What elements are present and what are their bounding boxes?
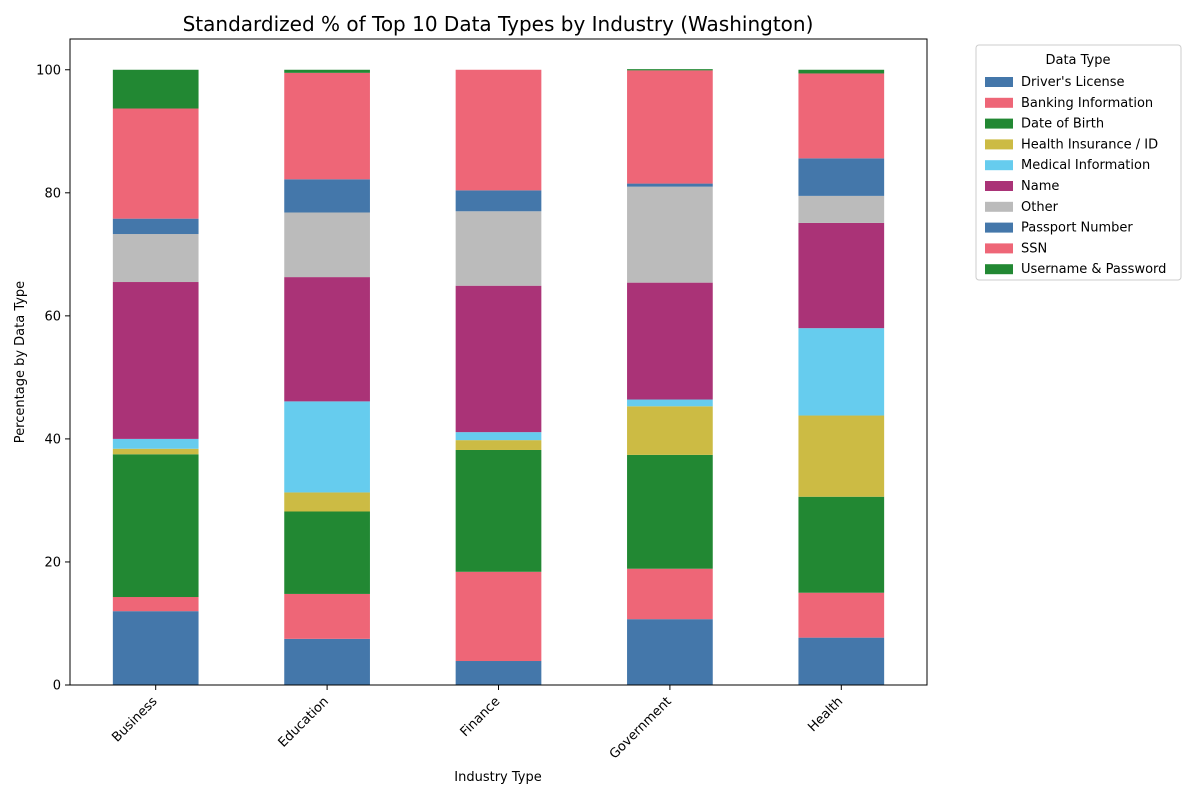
bar-segment-health-3 bbox=[798, 415, 885, 497]
legend: Data Type Driver's License Banking Inform… bbox=[975, 44, 1182, 281]
bar-segment-government-3 bbox=[627, 406, 713, 455]
bar-segment-education-1 bbox=[284, 593, 370, 639]
bar-segment-business-4 bbox=[112, 438, 199, 449]
bar-segment-government-6 bbox=[627, 186, 713, 283]
legend-swatch bbox=[985, 160, 1013, 171]
legend-swatch bbox=[985, 139, 1013, 150]
bar-segment-education-0 bbox=[284, 638, 370, 685]
bar-segment-health-1 bbox=[798, 592, 885, 638]
bar-segment-government-4 bbox=[627, 399, 713, 407]
bar-segment-education-6 bbox=[284, 212, 370, 278]
bar-segment-finance-2 bbox=[455, 449, 542, 572]
bar-segment-finance-6 bbox=[455, 211, 542, 286]
y-axis-label: Percentage by Data Type bbox=[13, 281, 28, 443]
x-tick-label: Business bbox=[109, 694, 160, 745]
y-tick-label: 40 bbox=[44, 432, 61, 447]
legend-label: Driver's License bbox=[1021, 75, 1125, 90]
bar-segment-health-2 bbox=[798, 496, 885, 593]
legend-title: Data Type bbox=[1045, 53, 1110, 68]
y-tick-label: 80 bbox=[44, 186, 61, 201]
legend-frame bbox=[975, 44, 1182, 281]
bar-segment-education-8 bbox=[284, 72, 370, 180]
legend-label: Date of Birth bbox=[1021, 117, 1104, 132]
bar-segment-business-2 bbox=[112, 454, 199, 598]
bar-segment-finance-0 bbox=[455, 661, 542, 685]
y-tick-label: 0 bbox=[53, 679, 61, 694]
bar-segment-government-0 bbox=[627, 619, 713, 685]
bar-segment-business-0 bbox=[112, 611, 199, 685]
x-axis-label: Industry Type bbox=[454, 770, 541, 785]
legend-label: Other bbox=[1021, 200, 1059, 215]
chart-title: Standardized % of Top 10 Data Types by I… bbox=[183, 12, 814, 36]
legend-label: Passport Number bbox=[1021, 221, 1133, 236]
bar-segment-finance-4 bbox=[455, 432, 542, 441]
legend-label: Banking Information bbox=[1021, 96, 1153, 111]
legend-swatch bbox=[985, 201, 1013, 212]
bar-segment-health-9 bbox=[798, 69, 885, 74]
y-axis: 0 20 40 60 80 100 bbox=[36, 63, 70, 694]
bar-segment-finance-8 bbox=[455, 69, 542, 191]
bar-segment-health-6 bbox=[798, 195, 885, 223]
legend-items: Driver's License Banking Information Date … bbox=[985, 75, 1166, 277]
legend-swatch bbox=[985, 77, 1013, 87]
legend-label: Health Insurance / ID bbox=[1021, 137, 1158, 152]
bar-segment-finance-1 bbox=[455, 571, 542, 662]
y-tick-label: 20 bbox=[44, 555, 61, 570]
bar-segment-education-5 bbox=[284, 277, 370, 402]
bar-segment-business-9 bbox=[112, 69, 199, 109]
x-tick-label: Government bbox=[607, 694, 675, 762]
y-tick-label: 60 bbox=[44, 309, 61, 324]
bar-segment-government-5 bbox=[627, 282, 713, 400]
x-axis: Business Education Finance Government Health bbox=[109, 685, 846, 762]
bar-segment-health-4 bbox=[798, 328, 885, 416]
bar-segment-finance-7 bbox=[455, 190, 542, 212]
legend-swatch bbox=[985, 243, 1013, 254]
bar-segment-government-2 bbox=[627, 454, 713, 569]
bar-segment-health-5 bbox=[798, 222, 885, 329]
x-tick-label: Finance bbox=[458, 694, 504, 740]
legend-label: Medical Information bbox=[1021, 158, 1150, 173]
legend-swatch bbox=[985, 222, 1013, 233]
bar-segment-health-7 bbox=[798, 158, 885, 196]
bar-segment-government-9 bbox=[627, 69, 713, 71]
bar-segment-business-6 bbox=[112, 234, 199, 283]
bar-segment-business-5 bbox=[112, 282, 199, 439]
bar-segment-education-4 bbox=[284, 401, 370, 493]
bar-segment-education-2 bbox=[284, 511, 370, 594]
bar-segment-health-8 bbox=[798, 73, 885, 159]
bar-segment-education-7 bbox=[284, 179, 370, 213]
legend-swatch bbox=[985, 181, 1013, 191]
bar-segment-education-9 bbox=[284, 69, 370, 73]
bar-segment-business-1 bbox=[112, 597, 199, 612]
bar-segment-business-3 bbox=[112, 448, 199, 455]
legend-swatch bbox=[985, 97, 1013, 108]
legend-label: Name bbox=[1021, 179, 1059, 194]
bar-segment-health-0 bbox=[798, 637, 885, 685]
bar-segment-government-7 bbox=[627, 183, 713, 187]
bars-layer bbox=[112, 69, 885, 685]
legend-swatch bbox=[985, 118, 1013, 129]
bar-segment-government-1 bbox=[627, 568, 713, 620]
bar-segment-finance-5 bbox=[455, 285, 542, 433]
bar-segment-government-8 bbox=[627, 70, 713, 184]
bar-segment-finance-3 bbox=[455, 440, 542, 450]
x-tick-label: Education bbox=[276, 694, 332, 750]
bar-segment-business-8 bbox=[112, 108, 199, 219]
legend-label: Username & Password bbox=[1021, 262, 1166, 277]
bar-segment-education-3 bbox=[284, 492, 370, 512]
legend-swatch bbox=[985, 264, 1013, 275]
bar-segment-business-7 bbox=[112, 218, 199, 235]
legend-label: SSN bbox=[1021, 241, 1047, 256]
y-tick-label: 100 bbox=[36, 63, 61, 78]
x-tick-label: Health bbox=[805, 694, 846, 735]
